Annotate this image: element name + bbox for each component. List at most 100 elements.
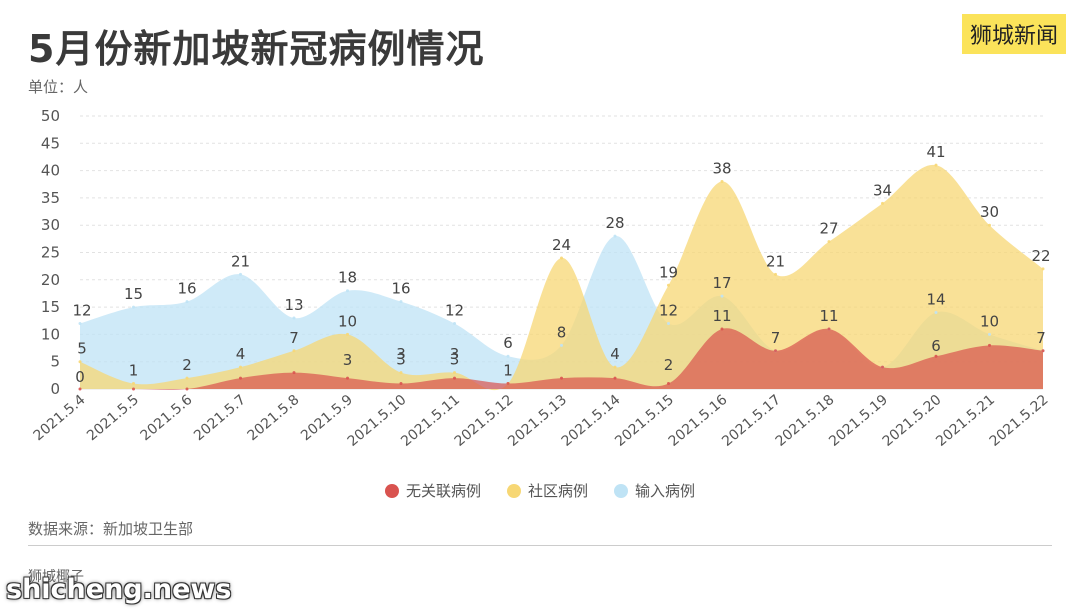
- y-tick-label: 20: [41, 271, 60, 289]
- data-label: 11: [819, 307, 838, 325]
- footer-brand: 狮城椰子: [28, 569, 84, 585]
- series-area-0: [80, 328, 1043, 390]
- data-label: 21: [766, 252, 785, 270]
- y-tick-label: 10: [41, 325, 60, 343]
- data-point: [346, 376, 349, 380]
- data-point: [292, 316, 296, 320]
- y-tick-label: 25: [41, 244, 60, 262]
- chart-legend: 无关联病例 社区病例 输入病例: [0, 480, 1080, 501]
- data-label: 16: [391, 280, 410, 298]
- data-point: [239, 365, 242, 369]
- data-point: [239, 376, 242, 380]
- data-point: [399, 300, 403, 304]
- data-label: 6: [503, 334, 513, 352]
- x-tick-label: 2021.5.18: [773, 392, 838, 450]
- legend-item-imported[interactable]: 输入病例: [614, 480, 695, 501]
- data-label: 12: [659, 301, 678, 319]
- legend-label-community: 社区病例: [527, 482, 588, 500]
- series-area-1: [80, 164, 1043, 391]
- data-label: 12: [445, 301, 464, 319]
- data-label: 38: [712, 160, 731, 178]
- legend-dot-community: [506, 483, 521, 498]
- x-tick-label: 2021.5.7: [191, 392, 249, 444]
- x-tick-label: 2021.5.22: [987, 392, 1052, 450]
- y-tick-label: 45: [41, 134, 60, 152]
- data-point: [399, 371, 403, 375]
- x-tick-label: 2021.5.11: [398, 392, 463, 450]
- data-label: 7: [289, 329, 299, 347]
- x-tick-label: 2021.5.13: [505, 392, 570, 450]
- y-tick-label: 35: [41, 189, 60, 207]
- data-point: [185, 376, 189, 380]
- data-label: 11: [712, 307, 731, 325]
- y-tick-label: 30: [41, 216, 60, 234]
- data-point: [613, 365, 617, 369]
- data-point: [934, 163, 938, 167]
- data-label: 3: [396, 345, 406, 363]
- data-point: [934, 311, 938, 315]
- data-point: [453, 376, 456, 380]
- data-label: 3: [396, 351, 406, 369]
- data-label: 19: [659, 263, 678, 281]
- data-label: 7: [771, 329, 781, 347]
- legend-dot-imported: [614, 483, 628, 498]
- x-tick-label: 2021.5.17: [719, 392, 784, 450]
- data-point: [988, 223, 991, 227]
- data-label: 6: [931, 337, 941, 355]
- data-point: [667, 382, 670, 386]
- data-label: 17: [712, 274, 731, 292]
- data-point: [613, 234, 617, 238]
- data-label: 14: [926, 291, 945, 309]
- data-label: 28: [605, 214, 624, 232]
- x-tick-label: 2021.5.6: [138, 392, 196, 444]
- legend-label-imported: 输入病例: [635, 482, 696, 500]
- data-point: [720, 327, 724, 331]
- data-label: 27: [819, 220, 838, 238]
- legend-label-unlinked: 无关联病例: [405, 482, 481, 500]
- data-point: [667, 321, 670, 325]
- data-point: [1041, 349, 1045, 353]
- data-point: [132, 387, 135, 391]
- data-point: [613, 376, 617, 380]
- data-point: [78, 387, 82, 391]
- data-label: 0: [75, 368, 85, 386]
- data-label: 3: [343, 351, 353, 369]
- data-point: [506, 354, 510, 358]
- x-tick-label: 2021.5.10: [345, 392, 410, 450]
- y-tick-label: 50: [41, 107, 60, 125]
- data-point: [774, 349, 777, 353]
- data-label: 8: [557, 323, 567, 341]
- data-point: [132, 382, 135, 386]
- data-label: 22: [1031, 247, 1050, 265]
- data-point: [506, 382, 510, 386]
- data-point: [827, 327, 831, 331]
- legend-item-community[interactable]: 社区病例: [506, 480, 588, 501]
- data-label: 24: [552, 236, 571, 254]
- data-point: [132, 305, 135, 309]
- data-point: [185, 300, 189, 304]
- data-label: 10: [980, 312, 999, 330]
- data-point: [292, 371, 296, 375]
- x-tick-label: 2021.5.5: [84, 392, 142, 444]
- data-label: 15: [124, 285, 143, 303]
- legend-item-unlinked[interactable]: 无关联病例: [384, 480, 481, 501]
- y-unit-label: 单位：人: [28, 78, 89, 96]
- data-label: 34: [873, 181, 892, 199]
- data-label: 2: [664, 356, 674, 374]
- data-label: 10: [338, 312, 357, 330]
- data-point: [560, 256, 563, 260]
- brand-badge: 狮城新闻: [961, 14, 1066, 54]
- data-point: [346, 289, 349, 293]
- data-label: 7: [1036, 329, 1046, 347]
- data-point: [78, 321, 82, 325]
- data-point: [346, 332, 349, 336]
- data-label: 12: [72, 301, 91, 319]
- data-point: [667, 283, 670, 287]
- data-label: 2: [182, 356, 192, 374]
- footer-divider: [28, 545, 1052, 546]
- data-point: [988, 332, 991, 336]
- data-label: 30: [980, 203, 999, 221]
- data-point: [881, 365, 884, 369]
- data-point: [453, 371, 456, 375]
- data-point: [827, 240, 831, 244]
